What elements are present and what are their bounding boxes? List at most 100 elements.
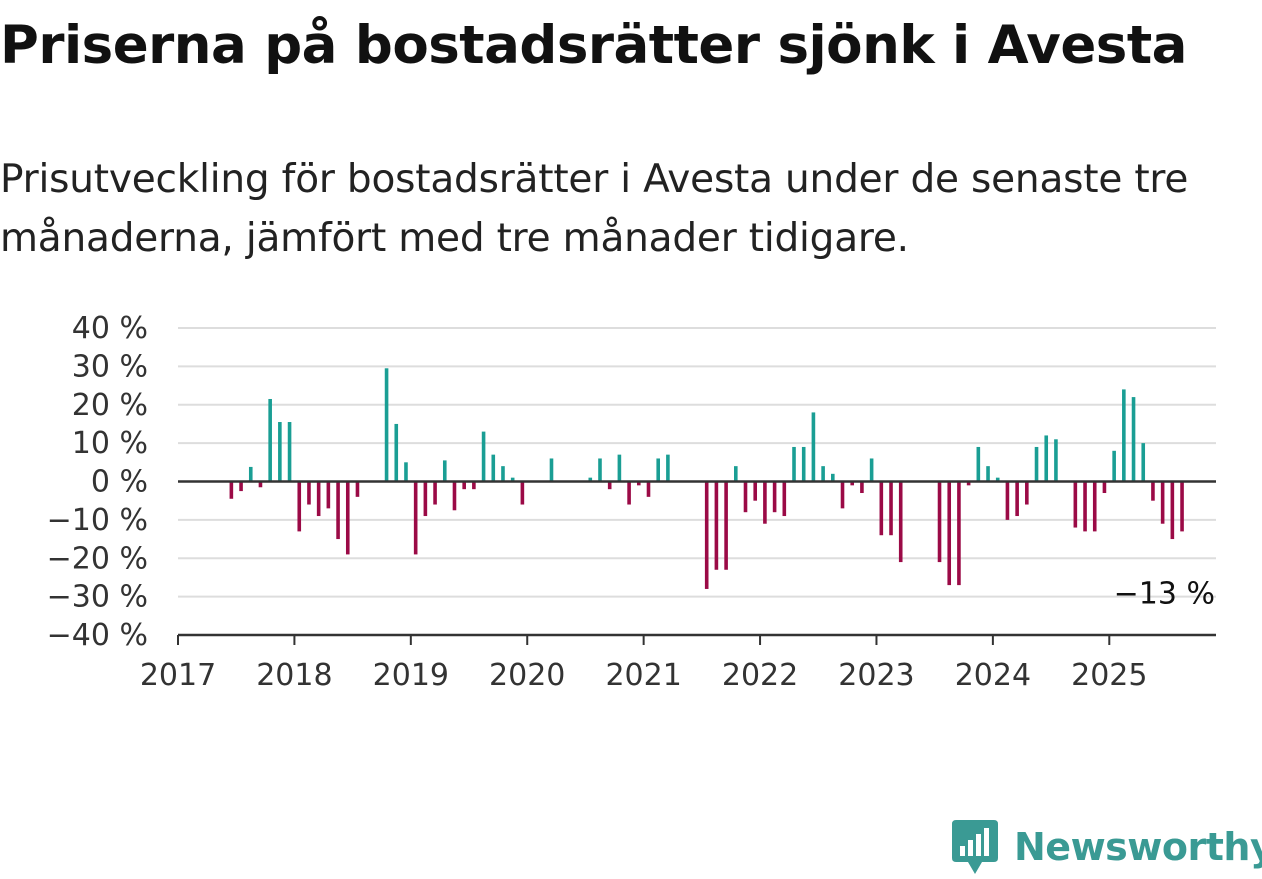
x-tick-label: 2017	[140, 658, 216, 693]
chart-subtitle: Prisutveckling för bostadsrätter i Avest…	[0, 157, 1189, 261]
y-tick-label: −20 %	[47, 541, 148, 576]
bar-2022-12	[869, 458, 874, 482]
bar-2017-11	[278, 422, 282, 482]
bar-2024-09	[1073, 481, 1078, 528]
x-tick-label: 2018	[256, 658, 332, 693]
bar-2023-10	[966, 481, 971, 486]
bar-2020-08	[598, 458, 602, 482]
bar-2025-07	[1170, 481, 1175, 540]
bar-2017-06	[229, 481, 234, 499]
bar-2024-05	[1034, 446, 1039, 482]
bar-2023-07	[937, 481, 942, 563]
y-axis-ticks: 40 %30 % 20 %10 % 0 %−10 %−20 % −30 %−40 %	[47, 311, 148, 653]
bar-2020-07	[588, 477, 593, 482]
bar-2018-12	[404, 462, 408, 482]
bar-2018-01	[297, 481, 302, 532]
y-tick-label: 10 %	[72, 426, 148, 461]
x-tick-label: 2020	[489, 658, 565, 693]
bar-2018-02	[307, 481, 311, 505]
bar-2021-01	[646, 481, 651, 497]
bar-2024-12	[1102, 481, 1107, 494]
bar-2021-11	[743, 481, 748, 513]
y-tick-label: 40 %	[72, 311, 148, 346]
bar-2024-11	[1092, 481, 1097, 532]
y-tick-label: 20 %	[72, 388, 148, 423]
bar-2022-07	[821, 466, 825, 482]
bar-2024-01	[995, 477, 1000, 482]
bar-2018-07	[355, 481, 360, 497]
bar-2025-01	[1112, 450, 1116, 482]
bar-2024-04	[1025, 481, 1029, 505]
bar-2021-10	[734, 466, 738, 482]
newsworthy-logo: Newsworthy	[950, 818, 1262, 876]
bar-2020-12	[636, 481, 641, 486]
bar-2017-12	[287, 422, 292, 482]
bar-2022-09	[840, 481, 845, 509]
bar-2018-04	[326, 481, 331, 509]
bar-2019-03	[433, 481, 437, 505]
bar-2022-11	[860, 481, 864, 494]
bar-2025-08	[1180, 481, 1184, 532]
bar-2021-02	[656, 458, 660, 482]
x-axis-ticks: 2017 2018 2019 2020 2021 2022 2023 2024 2025	[140, 635, 1147, 693]
bar-2024-02	[1005, 481, 1010, 520]
bar-2025-05	[1151, 481, 1155, 501]
bar-2019-04	[442, 460, 447, 482]
x-tick-label: 2024	[955, 658, 1031, 693]
bar-2017-10	[268, 398, 272, 482]
bar-2020-11	[627, 481, 631, 505]
bar-2019-07	[472, 481, 476, 490]
brand-name: Newsworthy	[1014, 825, 1262, 869]
bar-2024-03	[1015, 481, 1019, 517]
chart-title: Priserna på bostadsrätter sjönk i Avesta	[0, 15, 1187, 76]
price-change-bar-chart: 40 %30 %20 %10 %0 %−10 %−20 %−30 %−40 % …	[47, 311, 1216, 693]
bar-2022-02	[772, 481, 777, 513]
y-tick-label: 0 %	[91, 465, 148, 500]
bar-2023-09	[957, 481, 961, 586]
bar-2018-06	[345, 481, 350, 555]
x-tick-label: 2023	[838, 658, 914, 693]
bar-2021-12	[753, 481, 758, 501]
bar-2017-09	[258, 481, 263, 488]
bar-2020-10	[617, 454, 622, 482]
bar-2022-10	[850, 481, 855, 486]
bar-2023-03	[898, 481, 903, 563]
bar-2023-12	[986, 466, 990, 482]
bar-2019-08	[481, 431, 486, 482]
bar-2023-02	[889, 481, 893, 536]
bar-2025-02	[1122, 389, 1126, 482]
bar-2023-01	[879, 481, 884, 536]
bar-2023-08	[947, 481, 952, 586]
bar-2018-11	[394, 423, 399, 482]
bar-2023-11	[976, 446, 981, 482]
y-tick-label: −30 %	[47, 580, 148, 615]
bar-2020-09	[607, 481, 612, 490]
bar-2019-09	[491, 454, 496, 482]
x-tick-label: 2019	[373, 658, 449, 693]
bar-2024-10	[1083, 481, 1087, 532]
bar-2019-02	[423, 481, 428, 517]
bar-2019-06	[462, 481, 466, 490]
bar-2019-11	[510, 477, 515, 482]
x-tick-label: 2022	[722, 658, 798, 693]
bar-2017-08	[248, 466, 253, 482]
bar-2019-01	[413, 481, 418, 555]
x-tick-label: 2025	[1071, 658, 1147, 693]
bar-2024-06	[1044, 435, 1049, 482]
bar-2025-03	[1131, 397, 1136, 482]
axes	[178, 480, 1216, 637]
bar-2017-07	[239, 481, 243, 492]
gridlines	[178, 327, 1216, 598]
y-tick-label: −40 %	[47, 618, 148, 653]
bar-2025-06	[1160, 481, 1165, 524]
y-tick-label: −10 %	[47, 503, 148, 538]
bar-2021-03	[666, 454, 670, 482]
bar-2018-03	[316, 481, 321, 517]
bar-2018-10	[384, 368, 389, 482]
bar-2019-10	[501, 466, 505, 482]
bar-2022-08	[831, 473, 835, 482]
x-tick-label: 2021	[605, 658, 681, 693]
bar-2022-05	[801, 446, 806, 482]
bar-2021-07	[704, 481, 709, 589]
bar-2020-03	[549, 458, 554, 482]
